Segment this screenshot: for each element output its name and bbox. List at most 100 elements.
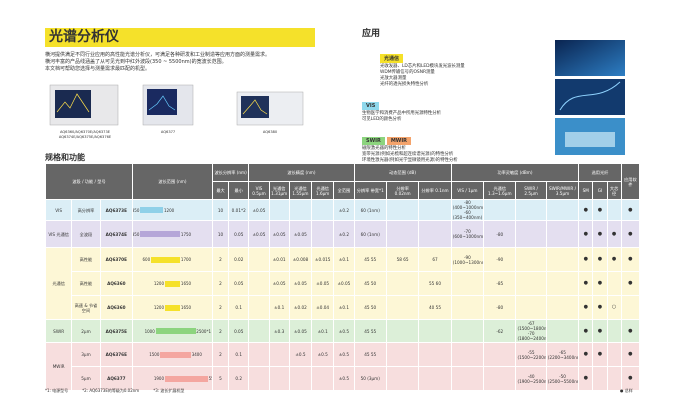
bar-fill	[164, 375, 208, 382]
bar-fill	[160, 351, 191, 358]
spec-cell: ±0.05	[268, 271, 290, 296]
spec-cell: -62	[483, 319, 517, 343]
spec-cell: 0.05	[228, 271, 250, 296]
range-bar: 1000 2500*1	[134, 327, 211, 335]
range-cell: 350 1200	[132, 199, 213, 221]
product-1	[49, 84, 119, 126]
spec-cell	[545, 247, 580, 272]
spec-cell: 2	[211, 247, 230, 272]
intro-line: 横河丰富的产品线涵盖了从可见光到中红外波段(350 ~ 5500nm)的宽波长范…	[45, 59, 227, 65]
spec-cell: ±0.05	[288, 220, 313, 248]
spec-cell: 2	[211, 319, 230, 343]
app-item: 可见LED的颜色分析	[362, 117, 402, 122]
page-number: ● 总样	[620, 388, 633, 393]
range-start: 350	[132, 231, 140, 237]
spec-cell	[385, 342, 420, 367]
spec-cell	[450, 342, 485, 367]
spec-cell: 45 50	[353, 295, 387, 320]
header-cell: 波段 / 功能 / 型号	[45, 163, 133, 200]
spec-cell: ±0.02	[288, 295, 313, 320]
header-sub-cell: VIS 0.5μm	[248, 181, 270, 200]
app-item: 磁限激光器的特性分析	[362, 146, 406, 151]
spec-cell: ±0.5	[311, 342, 335, 367]
spec-cell: 40 55	[418, 295, 452, 320]
spec-cell	[515, 247, 547, 272]
spec-cell: ±0.05	[248, 220, 270, 248]
function-cell: 2μm	[71, 319, 101, 343]
range-bar: 1200 1650	[134, 280, 211, 288]
spec-cell: ●	[578, 220, 594, 248]
spec-cell: ±0.5	[333, 319, 355, 343]
spec-cell: ●	[578, 271, 594, 296]
spec-cell: ●	[620, 199, 641, 221]
table-row: MWIR 3μm AQ6376E 1500 3400 2 0.1 ±0.5 ±0.5 ±0.5 45…	[44, 342, 641, 391]
model-cell: AQ6360	[99, 295, 134, 320]
function-cell: 高性能	[71, 271, 101, 296]
spec-cell: ●	[592, 342, 608, 367]
spec-cell: ±0.1	[333, 295, 355, 320]
spec-cell: -65 (2200~3400nm)	[545, 342, 580, 367]
spec-cell	[288, 199, 313, 221]
table-row: 光通信 高性能 AQ6370E 600 1700 2 0.02 ±0.01 ±0.008 ±0.0…	[44, 247, 641, 320]
spec-cell: ±0.05	[288, 319, 313, 343]
intro-line: 本文档可帮助您选择与测量需求最匹配的机型。	[45, 66, 151, 72]
spec-cell: 45 55	[353, 247, 387, 272]
spec-cell: -90	[483, 247, 517, 272]
range-cell: 1000 2500*1	[132, 319, 213, 343]
spec-cell	[268, 366, 290, 391]
spec-cell	[418, 342, 452, 367]
spec-cell	[483, 366, 517, 391]
spec-cell: ●	[578, 342, 594, 367]
header-sub-cell: VIS / 1μm	[450, 181, 485, 200]
spec-cell: ●	[578, 295, 594, 320]
footnote: *1: 电源型号	[45, 388, 69, 393]
spec-cell: ●	[578, 247, 594, 272]
range-cell: 1200 1650	[132, 295, 213, 320]
applications: 光通信 光收发器、LD芯片和LED模块发光波长测量 WDM传输信号的OSNR测量 光放…	[362, 42, 547, 174]
range-cell: 1500 3400	[132, 342, 213, 367]
spec-cell	[545, 295, 580, 320]
range-end: 1650	[180, 281, 192, 286]
spec-cell: ●	[620, 220, 641, 248]
spec-cell: 0.2	[228, 366, 250, 391]
spec-cell: 45 55	[353, 342, 387, 367]
function-cell: 高性能	[71, 247, 101, 272]
table-row: SWIR 2μm AQ6375E 1000 2500*1 2 0.05 ±0.3 ±0.05 ±0…	[44, 319, 641, 343]
spec-cell: ±0.05	[248, 199, 270, 221]
spec-cell: ±0.5	[333, 366, 355, 391]
spec-cell	[592, 366, 608, 391]
spec-cell: 5	[211, 366, 230, 391]
spec-cell: ●	[592, 295, 608, 320]
spec-cell: ●	[606, 247, 622, 272]
spec-cell: ●	[620, 247, 641, 272]
header-sub-cell: 最大	[211, 181, 230, 200]
spec-cell: ±0.1	[268, 295, 290, 320]
spec-cell	[483, 342, 517, 367]
spec-cell	[385, 271, 420, 296]
range-cell: 1200 1650	[132, 271, 213, 296]
band-cell: MWIR	[44, 342, 73, 391]
spec-cell: 45 50	[353, 271, 387, 296]
model-cell: AQ6370E	[99, 247, 134, 272]
spec-table: 波段 / 功能 / 型号 波长范围 (nm) 波长分辨率 (nm) 波长精度 (nm)…	[44, 163, 641, 391]
spec-cell: 67	[418, 247, 452, 272]
footnote: *2: AQ6373E的等级为0.02nm	[82, 388, 140, 393]
intro-line: 横河提供满足不同行业应用的高性能光谱分析仪，可满足各种研发和工业制造等应用方面的…	[45, 52, 271, 58]
spec-cell: ±0.5	[288, 342, 313, 367]
spec-cell: 0.1	[228, 342, 250, 367]
spec-cell	[545, 220, 580, 248]
spec-cell	[385, 366, 420, 391]
app-group: SWIR MWIR 磁限激光器的特性分析 宽带光源(例如光梳和超连续谱光源)的特性分析…	[362, 127, 547, 164]
product-caption: AQ6380	[262, 130, 278, 134]
range-end: 2500*1	[196, 328, 212, 334]
app-item: 生物医学和消费产品中所用光源特性分析	[362, 111, 442, 116]
spec-cell: 2	[211, 342, 230, 367]
spec-cell	[268, 199, 290, 221]
spec-cell: ±0.2	[333, 220, 355, 248]
range-start: 1000	[144, 328, 155, 334]
header-sub-cell: 光通信 1.3~1.6μm	[483, 181, 517, 200]
range-bar: 1900 5500	[134, 375, 211, 383]
title: 光谱分析仪	[45, 28, 315, 47]
spec-cell: 10	[211, 199, 230, 221]
